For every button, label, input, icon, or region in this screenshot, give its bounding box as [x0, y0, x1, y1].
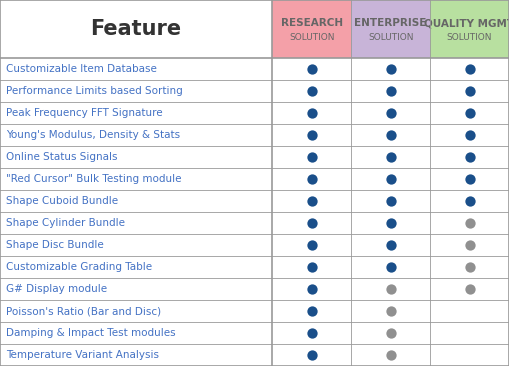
Point [466, 88, 474, 94]
Point [307, 242, 316, 248]
Point [466, 110, 474, 116]
Bar [430, 0, 509, 58]
Point [307, 132, 316, 138]
Point [387, 352, 395, 358]
Text: Damping & Impact Test modules: Damping & Impact Test modules [6, 328, 176, 338]
Point [466, 286, 474, 292]
Point [466, 220, 474, 226]
Text: Poisson's Ratio (Bar and Disc): Poisson's Ratio (Bar and Disc) [6, 306, 161, 316]
Point [387, 330, 395, 336]
Bar [351, 0, 430, 58]
Point [466, 154, 474, 160]
Point [387, 308, 395, 314]
Point [387, 286, 395, 292]
Text: "Red Cursor" Bulk Testing module: "Red Cursor" Bulk Testing module [6, 174, 182, 184]
Point [307, 264, 316, 270]
Text: Performance Limits based Sorting: Performance Limits based Sorting [6, 86, 183, 96]
Text: Customizable Item Database: Customizable Item Database [6, 64, 157, 74]
Point [307, 110, 316, 116]
Point [387, 264, 395, 270]
Text: Feature: Feature [91, 19, 182, 39]
Point [387, 154, 395, 160]
Point [466, 176, 474, 182]
Point [387, 220, 395, 226]
Text: Shape Disc Bundle: Shape Disc Bundle [6, 240, 104, 250]
Point [387, 242, 395, 248]
Point [387, 132, 395, 138]
Text: Online Status Signals: Online Status Signals [6, 152, 118, 162]
Text: Temperature Variant Analysis: Temperature Variant Analysis [6, 350, 159, 360]
Bar [0, 0, 272, 58]
Point [466, 242, 474, 248]
Text: Young's Modulus, Density & Stats: Young's Modulus, Density & Stats [6, 130, 180, 140]
Text: SOLUTION: SOLUTION [368, 34, 413, 42]
Point [387, 110, 395, 116]
Text: Shape Cuboid Bundle: Shape Cuboid Bundle [6, 196, 118, 206]
Point [307, 352, 316, 358]
Point [466, 198, 474, 204]
Text: SOLUTION: SOLUTION [447, 34, 492, 42]
Point [307, 198, 316, 204]
Point [307, 88, 316, 94]
Text: Customizable Grading Table: Customizable Grading Table [6, 262, 152, 272]
Point [307, 330, 316, 336]
Bar [272, 0, 351, 58]
Point [307, 154, 316, 160]
Point [466, 66, 474, 72]
Point [466, 132, 474, 138]
Point [307, 66, 316, 72]
Point [387, 176, 395, 182]
Point [466, 264, 474, 270]
Text: QUALITY MGMT: QUALITY MGMT [425, 18, 509, 28]
Text: RESEARCH: RESEARCH [280, 18, 343, 28]
Point [307, 308, 316, 314]
Point [307, 220, 316, 226]
Text: ENTERPRISE: ENTERPRISE [354, 18, 427, 28]
Text: Shape Cylinder Bundle: Shape Cylinder Bundle [6, 218, 125, 228]
Point [307, 286, 316, 292]
Text: G# Display module: G# Display module [6, 284, 107, 294]
Text: Peak Frequency FFT Signature: Peak Frequency FFT Signature [6, 108, 162, 118]
Text: SOLUTION: SOLUTION [289, 34, 334, 42]
Point [387, 66, 395, 72]
Point [387, 198, 395, 204]
Point [387, 88, 395, 94]
Point [307, 176, 316, 182]
